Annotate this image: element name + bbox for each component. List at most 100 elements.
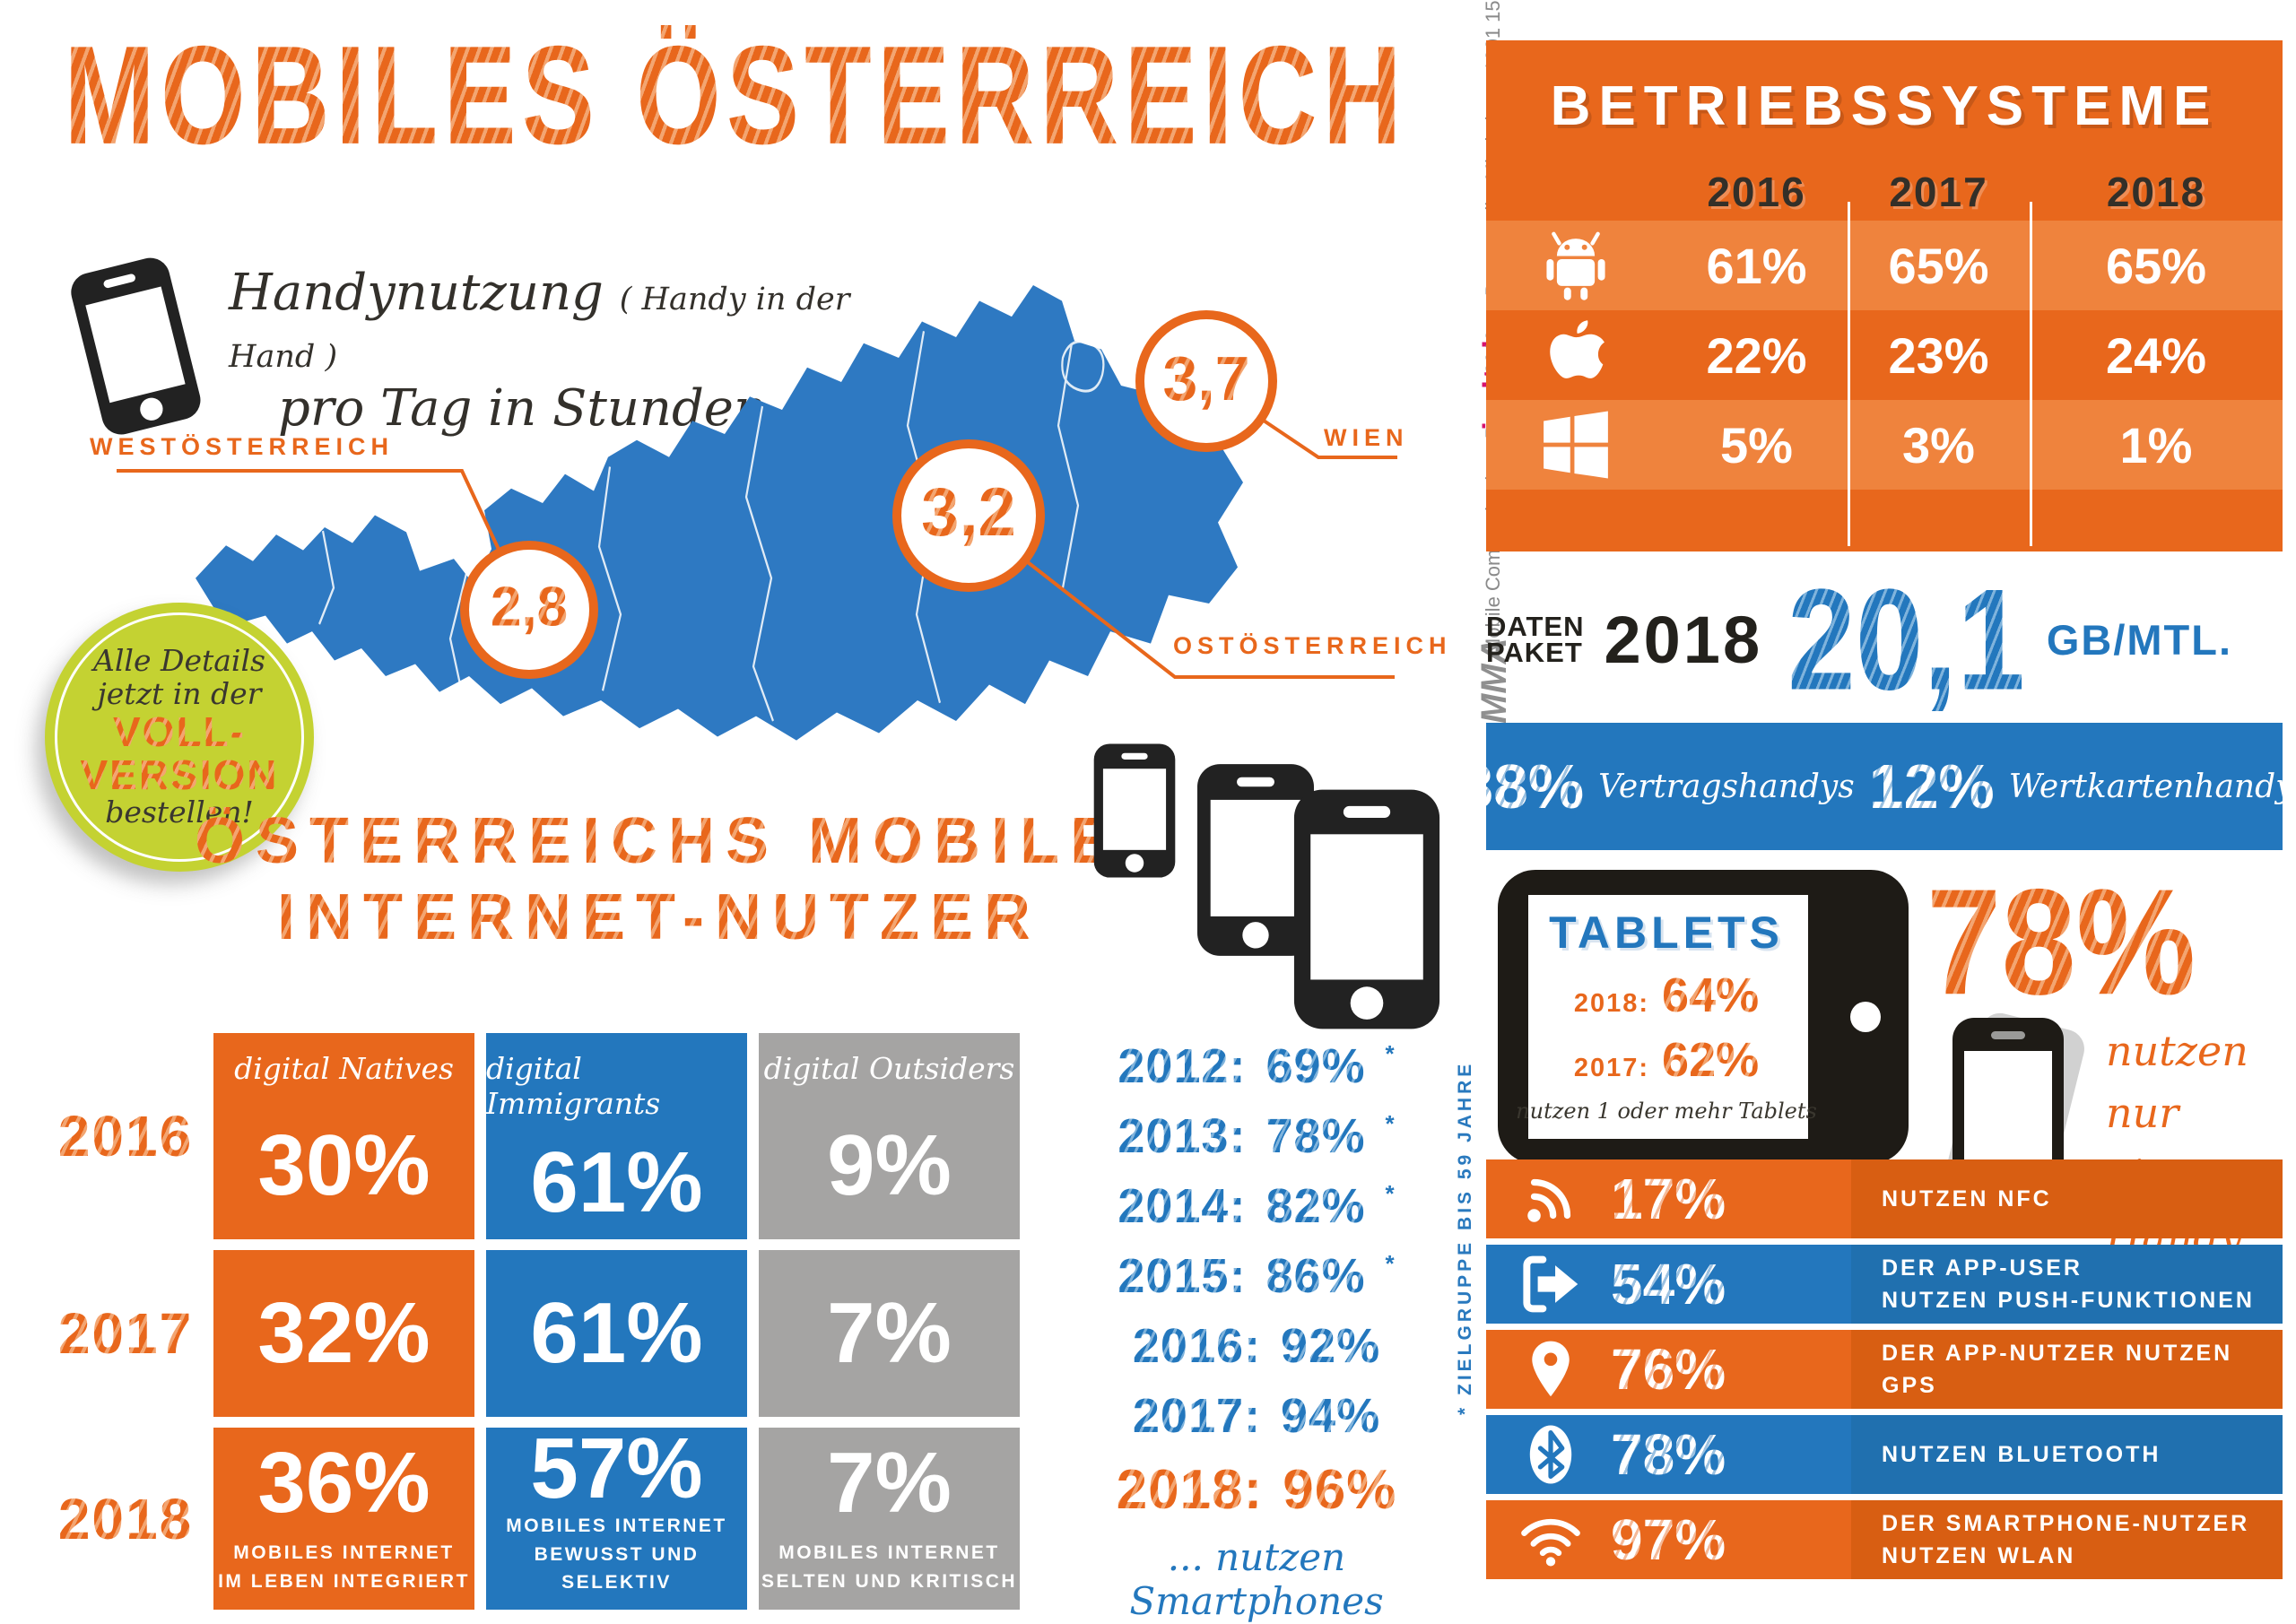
handy-usage-subtitle: ( Handy in der Hand ) [229, 282, 850, 376]
gps-pin-icon [1508, 1339, 1593, 1400]
value-outsiders-2016: 9% [827, 1116, 952, 1213]
cell-outsiders-2016: digital Outsiders 9% [759, 1033, 1020, 1239]
caption-outsiders: MOBILES INTERNET SELTEN UND KRITISCH [761, 1542, 1018, 1592]
list-item: 2013: 78% * [1118, 1109, 1396, 1163]
feature-row-wlan: 97% DER SMARTPHONE-NUTZER NUTZEN WLAN [1486, 1500, 2283, 1579]
value-immigrants-2018: 57% [530, 1420, 703, 1517]
betriebssysteme-years: 2016 2017 2018 [1486, 163, 2283, 221]
internet-users-title-line1: ÖSTERREICHS MOBILE [194, 805, 1125, 877]
row-year-2017: 2017 [49, 1250, 202, 1417]
smartphone-icon-small [1090, 743, 1179, 883]
contract-bar: 88% Vertragshandys 12% Wertkartenhandys [1458, 723, 2296, 850]
value-natives-2016: 30% [257, 1116, 430, 1213]
tablets-row-2017: 2017: 62% [1573, 1033, 1760, 1087]
value-immigrants-2017: 61% [530, 1285, 703, 1381]
badge-line-4: VERSION [80, 751, 279, 799]
col-header-immigrants: digital Immigrants [486, 1051, 661, 1121]
value-natives-2017: 32% [257, 1285, 430, 1381]
wlan-value: 97% [1611, 1507, 1726, 1572]
datenpaket-label: DATEN PAKET [1486, 610, 1585, 668]
feature-row-gps: 76% DER APP-NUTZER NUTZEN GPS [1486, 1330, 2283, 1409]
one-handy-phone-icon [1935, 1012, 2106, 1213]
value-wien: 3,7 [1162, 343, 1250, 413]
wlan-label: DER SMARTPHONE-NUTZER NUTZEN WLAN [1851, 1500, 2283, 1579]
internet-users-title: ÖSTERREICHS MOBILE INTERNET-NUTZER [121, 803, 1197, 956]
internet-users-title-line2: INTERNET-NUTZER [277, 881, 1041, 953]
datenpaket-year: 2018 [1604, 602, 1763, 677]
region-label-west: WESTÖSTERREICH [90, 433, 395, 460]
gps-label: DER APP-NUTZER NUTZEN GPS [1851, 1330, 2283, 1409]
year-header: 2017 [1889, 169, 1988, 215]
cell-natives-2018: 36% MOBILES INTERNET IM LEBEN INTEGRIERT [213, 1428, 474, 1610]
year-header: 2018 [2106, 169, 2206, 215]
asterisk: * [1385, 1179, 1396, 1207]
bluetooth-label: NUTZEN BLUETOOTH [1851, 1415, 2283, 1494]
cell-immigrants-2018: 57% MOBILES INTERNET BEWUSST UND SELEKTI… [486, 1420, 747, 1610]
nfc-icon [1508, 1169, 1593, 1229]
gps-value: 76% [1611, 1337, 1726, 1402]
one-handy-value: 78% [1926, 856, 2196, 1027]
push-value: 54% [1611, 1252, 1726, 1316]
value-natives-2018: 36% [257, 1435, 430, 1531]
target-group-footnote: * ZIELGRUPPE BIS 59 JAHRE [1455, 1060, 1475, 1415]
wertkartenhandys-label: Wertkartenhandys [2008, 768, 2296, 805]
nfc-value: 17% [1611, 1167, 1726, 1231]
vollversion-badge[interactable]: Alle Details jetzt in der VOLL- VERSION … [45, 603, 314, 872]
wifi-icon [1508, 1512, 1593, 1568]
caption-natives: MOBILES INTERNET IM LEBEN INTEGRIERT [218, 1542, 470, 1592]
cell-outsiders-2017: 7% [759, 1250, 1020, 1417]
datenpaket-row: DATEN PAKET 2018 20,1 GB/MTL. [1486, 563, 2283, 716]
row-year-2016: 2016 [49, 1033, 202, 1239]
list-item: 2012: 69% * [1118, 1039, 1396, 1093]
cell-immigrants-2016: digital Immigrants 61% [486, 1033, 747, 1239]
vertragshandys-label: Vertragshandys [1598, 768, 1855, 805]
tablets-title: TABLETS [1549, 908, 1784, 958]
push-icon [1508, 1252, 1593, 1316]
smartphone-usage-caption: ... nutzen Smartphones [1129, 1535, 1384, 1623]
tablets-panel: TABLETS 2018: 64% 2017: 62% nutzen 1 ode… [1496, 868, 1910, 1166]
caption-immigrants: MOBILES INTERNET BEWUSST UND SELEKTIV [506, 1515, 727, 1594]
list-item: 2017: 94% [1132, 1389, 1381, 1443]
list-item: 2018: 96% [1116, 1458, 1397, 1521]
tablet-icon [1498, 870, 1909, 1164]
windows-icon [1486, 400, 1665, 490]
value-west: 2,8 [490, 576, 569, 638]
list-item: 2014: 82% * [1118, 1179, 1396, 1233]
handy-usage-title: Handynutzung [229, 264, 604, 322]
betriebssysteme-panel: BETRIEBSSYSTEME 2016 2017 2018 61% 65% 6… [1486, 40, 2283, 551]
cell-immigrants-2017: 61% [486, 1250, 747, 1417]
smartphone-icon-large [1287, 787, 1447, 1036]
feature-row-bluetooth: 78% NUTZEN BLUETOOTH [1486, 1415, 2283, 1494]
android-icon [1486, 221, 1665, 310]
list-item: 2015: 86% * [1118, 1249, 1396, 1303]
list-item: 2016: 92% [1132, 1319, 1381, 1373]
push-label: DER APP-USER NUTZEN PUSH-FUNKTIONEN [1851, 1245, 2283, 1324]
asterisk: * [1385, 1249, 1396, 1277]
os-row-windows: 5% 3% 1% [1486, 400, 2283, 490]
cell-outsiders-2018: 7% MOBILES INTERNET SELTEN UND KRITISCH [759, 1428, 1020, 1610]
os-row-apple: 22% 23% 24% [1486, 310, 2283, 400]
nfc-label: NUTZEN NFC [1851, 1159, 2283, 1238]
badge-line-1: Alle Details [93, 643, 265, 679]
value-outsiders-2017: 7% [827, 1285, 952, 1381]
badge-line-3: VOLL- [113, 708, 246, 755]
handy-usage-heading: Handynutzung ( Handy in der Hand ) pro T… [229, 264, 857, 438]
austria-map: WESTÖSTERREICH OSTÖSTERREICH WIEN 2,8 3,… [72, 256, 1447, 771]
cell-natives-2017: 32% [213, 1250, 474, 1417]
asterisk: * [1385, 1109, 1396, 1137]
page-title: MOBILES ÖSTERREICH [64, 17, 1407, 174]
tablets-row-2018: 2018: 64% [1573, 968, 1760, 1022]
value-outsiders-2018: 7% [827, 1435, 952, 1531]
tablets-content: TABLETS 2018: 64% 2017: 62% nutzen 1 ode… [1516, 895, 1817, 1135]
region-label-wien: WIEN [1324, 424, 1409, 451]
feature-row-nfc: 17% NUTZEN NFC [1486, 1159, 2283, 1238]
feature-row-push: 54% DER APP-USER NUTZEN PUSH-FUNKTIONEN [1486, 1245, 2283, 1324]
col-header-natives: digital Natives [234, 1051, 454, 1086]
tablets-caption: nutzen 1 oder mehr Tablets [1516, 1099, 1817, 1124]
smartphone-usage-list: 2012: 69% * 2013: 78% * 2014: 82% * 2015: 86% * … [1063, 1031, 1450, 1528]
apple-icon [1486, 310, 1665, 400]
bluetooth-value: 78% [1611, 1422, 1726, 1487]
col-header-outsiders: digital Outsiders [763, 1051, 1015, 1086]
wertkartenhandys-value: 12% [1868, 751, 1995, 821]
